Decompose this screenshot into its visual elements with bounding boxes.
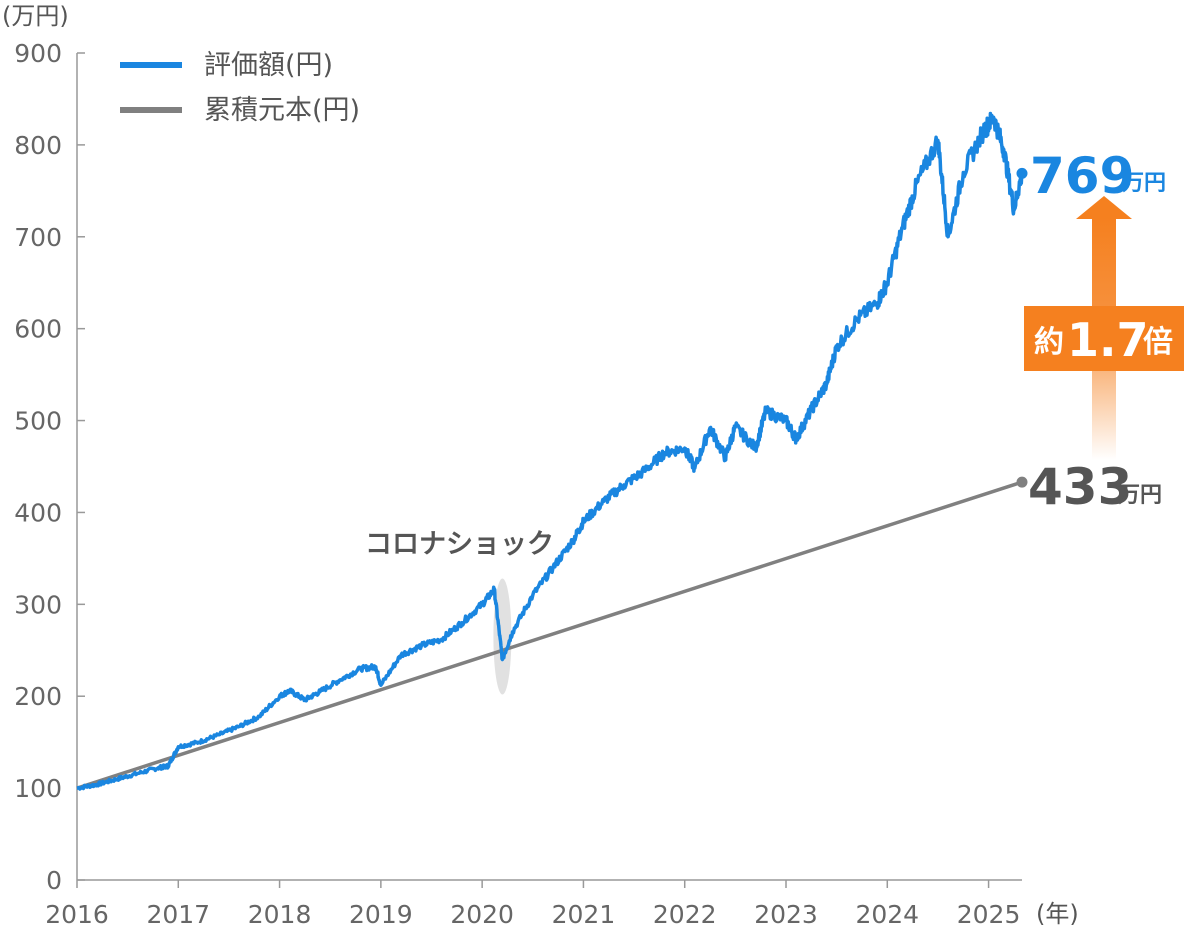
y-tick-label: 200 [14,682,62,711]
multiplier-arrow: 約 1.7 倍 [1024,196,1184,460]
y-tick-label: 400 [14,498,62,527]
legend: 評価額(円) 累積元本(円) [120,50,360,126]
x-unit-label: (年) [1036,900,1079,928]
legend-label-principal: 累積元本(円) [204,95,360,126]
y-tick-label: 600 [14,315,62,344]
arrow-head [1076,196,1132,219]
multiplier-value: 1.7 [1067,313,1149,367]
x-tick-label: 2024 [855,900,919,929]
x-tick-label: 2022 [653,900,717,929]
y-unit-label: (万円) [2,2,69,30]
y-tick-label: 0 [46,866,62,895]
x-tick-label: 2025 [957,900,1021,929]
y-tick-label: 300 [14,590,62,619]
x-axis-ticks: 2016 2017 2018 2019 2020 2021 2022 2023 2024 2025 [45,880,1020,929]
x-tick-label: 2016 [45,900,109,929]
covid-label: コロナショック [365,529,554,560]
x-tick-label: 2018 [248,900,312,929]
y-tick-label: 800 [14,131,62,160]
series-principal-line [76,480,1023,790]
x-tick-label: 2019 [349,900,413,929]
final-value-number: 769 [1030,147,1134,205]
x-tick-label: 2021 [552,900,616,929]
y-tick-label: 700 [14,223,62,252]
y-tick-label: 900 [14,39,62,68]
series-valuation-line [76,111,1024,791]
x-tick-label: 2017 [146,900,210,929]
valuation-end-dot [1016,167,1028,179]
y-axis-ticks: 0 100 200 300 400 500 600 700 800 900 [14,39,85,895]
final-principal-unit: 万円 [1117,483,1162,508]
multiplier-prefix: 約 [1034,325,1064,360]
legend-label-valuation: 評価額(円) [204,50,333,81]
principal-end-dot [1016,476,1028,488]
series-layer [76,111,1028,791]
final-principal-number: 433 [1028,458,1132,516]
multiplier-suffix: 倍 [1143,325,1173,360]
x-tick-label: 2020 [450,900,514,929]
x-tick-label: 2023 [754,900,818,929]
y-tick-label: 100 [14,774,62,803]
final-value-unit: 万円 [1121,171,1166,196]
multiplier-badge [1024,306,1184,371]
axes [76,53,1022,881]
y-tick-label: 500 [14,407,62,436]
